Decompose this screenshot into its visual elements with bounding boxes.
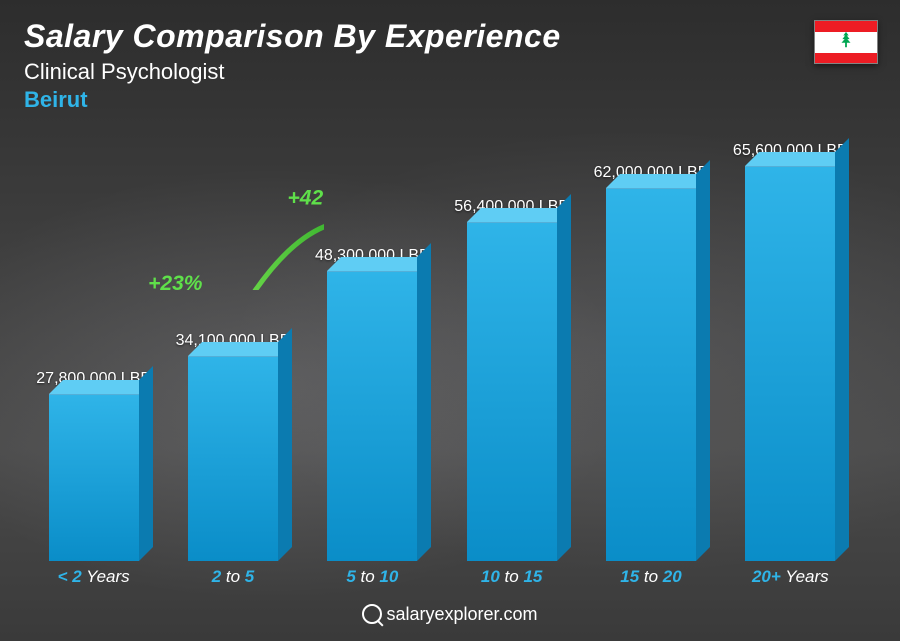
bar-side-face bbox=[696, 160, 710, 561]
bar-group: 62,000,000 LBP bbox=[581, 140, 720, 561]
country-flag-lebanon bbox=[814, 20, 878, 64]
bar-top-face bbox=[327, 257, 431, 271]
magnifier-icon bbox=[362, 604, 382, 624]
bar-front bbox=[49, 394, 139, 561]
x-tick-label: 10 to 15 bbox=[442, 567, 581, 587]
site-name: salaryexplorer.com bbox=[386, 604, 537, 625]
bar-group: 27,800,000 LBP bbox=[24, 140, 163, 561]
location-label: Beirut bbox=[24, 87, 561, 113]
flag-stripe-top bbox=[815, 21, 877, 32]
bar bbox=[327, 271, 417, 561]
bar-front bbox=[606, 188, 696, 561]
bar-top-face bbox=[467, 208, 571, 222]
bar-group: 34,100,000 LBP bbox=[163, 140, 302, 561]
bar-top-face bbox=[745, 152, 849, 166]
bar-top-face bbox=[606, 174, 710, 188]
x-tick-label: 15 to 20 bbox=[581, 567, 720, 587]
site-logo: salaryexplorer.com bbox=[362, 604, 537, 625]
page-title: Salary Comparison By Experience bbox=[24, 18, 561, 55]
bar-side-face bbox=[835, 138, 849, 561]
salary-bar-chart: +23%+42%+17%+10%+6% 27,800,000 LBP34,100… bbox=[24, 140, 860, 587]
cedar-tree-icon bbox=[837, 31, 855, 53]
x-axis-labels: < 2 Years2 to 55 to 1010 to 1515 to 2020… bbox=[24, 567, 860, 587]
x-tick-label: 20+ Years bbox=[721, 567, 860, 587]
bar-top-face bbox=[188, 342, 292, 356]
x-tick-label: < 2 Years bbox=[24, 567, 163, 587]
bar-side-face bbox=[417, 243, 431, 561]
bar bbox=[745, 166, 835, 561]
bar bbox=[467, 222, 557, 561]
bar-group: 65,600,000 LBP bbox=[721, 140, 860, 561]
bar-front bbox=[327, 271, 417, 561]
bar-side-face bbox=[139, 366, 153, 561]
bar-front bbox=[188, 356, 278, 561]
flag-stripe-middle bbox=[815, 32, 877, 53]
footer: salaryexplorer.com bbox=[0, 604, 900, 630]
bar bbox=[606, 188, 696, 561]
x-tick-label: 2 to 5 bbox=[163, 567, 302, 587]
bar-group: 48,300,000 LBP bbox=[303, 140, 442, 561]
x-tick-label: 5 to 10 bbox=[303, 567, 442, 587]
bar-side-face bbox=[557, 194, 571, 561]
header: Salary Comparison By Experience Clinical… bbox=[24, 18, 561, 113]
subtitle: Clinical Psychologist bbox=[24, 59, 561, 85]
bar-front bbox=[467, 222, 557, 561]
flag-stripe-bottom bbox=[815, 53, 877, 64]
infographic-container: Salary Comparison By Experience Clinical… bbox=[0, 0, 900, 641]
bar-group: 56,400,000 LBP bbox=[442, 140, 581, 561]
bars-container: 27,800,000 LBP34,100,000 LBP48,300,000 L… bbox=[24, 140, 860, 561]
bar-top-face bbox=[49, 380, 153, 394]
bar bbox=[188, 356, 278, 561]
bar-front bbox=[745, 166, 835, 561]
bar-side-face bbox=[278, 328, 292, 561]
bar bbox=[49, 394, 139, 561]
